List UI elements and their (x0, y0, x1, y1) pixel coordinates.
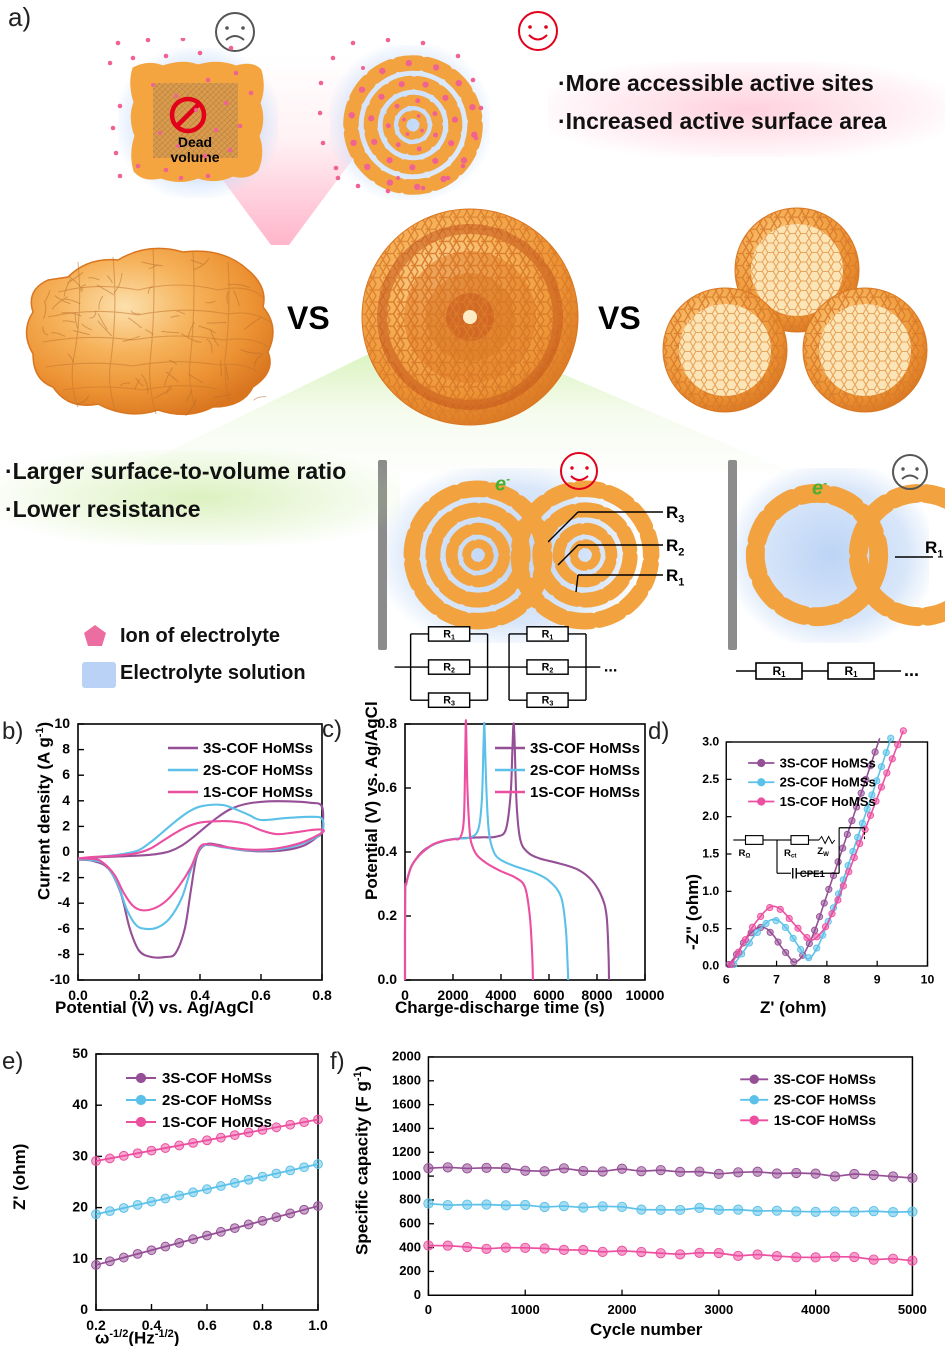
svg-text:400: 400 (399, 1239, 421, 1254)
svg-text:600: 600 (399, 1215, 421, 1230)
svg-text:10: 10 (72, 1250, 88, 1266)
svg-text:0.8: 0.8 (253, 1317, 273, 1333)
svg-text:...: ... (604, 658, 617, 676)
svg-text:1S-COF HoMSs: 1S-COF HoMSs (203, 784, 313, 801)
svg-text:1S-COF HoMSs: 1S-COF HoMSs (780, 794, 876, 809)
svg-text:40: 40 (72, 1096, 88, 1112)
svg-text:0.2: 0.2 (378, 907, 398, 923)
svg-text:0: 0 (62, 843, 70, 859)
svg-text:20: 20 (72, 1199, 88, 1215)
svg-text:2S-COF HoMSs: 2S-COF HoMSs (780, 775, 876, 790)
svg-text:1800: 1800 (392, 1073, 421, 1088)
svg-text:9: 9 (874, 973, 881, 987)
svg-text:10: 10 (921, 973, 935, 987)
svg-text:2: 2 (62, 817, 70, 833)
svg-text:6: 6 (62, 766, 70, 782)
svg-text:0.0: 0.0 (702, 959, 719, 973)
svg-text:30: 30 (72, 1147, 88, 1163)
svg-text:0.0: 0.0 (378, 971, 398, 987)
svg-text:ZW: ZW (817, 846, 829, 858)
svg-text:4000: 4000 (801, 1302, 830, 1317)
svg-text:-6: -6 (58, 920, 71, 936)
svg-text:2000: 2000 (608, 1302, 637, 1317)
svg-text:1.0: 1.0 (702, 884, 719, 898)
svg-text:0.6: 0.6 (251, 987, 271, 1003)
svg-text:2.5: 2.5 (702, 772, 719, 786)
svg-text:CPE1: CPE1 (800, 869, 826, 880)
svg-text:-2: -2 (58, 869, 71, 885)
svg-text:1S-COF HoMSs: 1S-COF HoMSs (774, 1112, 877, 1128)
svg-text:7: 7 (773, 973, 780, 987)
svg-text:2000: 2000 (392, 1049, 421, 1064)
svg-text:2S-COF HoMSs: 2S-COF HoMSs (774, 1091, 877, 1107)
svg-text:3S-COF HoMSs: 3S-COF HoMSs (780, 755, 876, 770)
svg-text:1S-COF HoMSs: 1S-COF HoMSs (530, 784, 640, 801)
svg-text:200: 200 (399, 1263, 421, 1278)
svg-text:1.5: 1.5 (702, 847, 719, 861)
svg-text:0: 0 (80, 1301, 88, 1317)
svg-text:RΩ: RΩ (739, 848, 751, 860)
svg-text:1S-COF HoMSs: 1S-COF HoMSs (162, 1114, 272, 1131)
svg-text:1000: 1000 (511, 1302, 540, 1317)
svg-text:0.6: 0.6 (197, 1317, 217, 1333)
svg-text:10000: 10000 (626, 987, 665, 1003)
svg-text:50: 50 (72, 1048, 88, 1061)
svg-text:4: 4 (62, 792, 70, 808)
svg-text:3.0: 3.0 (702, 735, 719, 749)
svg-text:800: 800 (399, 1192, 421, 1207)
svg-text:...: ... (904, 660, 919, 680)
svg-text:8: 8 (62, 741, 70, 757)
svg-text:1400: 1400 (392, 1120, 421, 1135)
svg-text:8: 8 (823, 973, 830, 987)
svg-text:1600: 1600 (392, 1096, 421, 1111)
svg-text:1.0: 1.0 (308, 1317, 328, 1333)
svg-text:2.0: 2.0 (702, 809, 719, 823)
svg-text:0.5: 0.5 (702, 921, 719, 935)
svg-text:1000: 1000 (392, 1168, 421, 1183)
svg-text:3S-COF HoMSs: 3S-COF HoMSs (774, 1071, 877, 1087)
svg-text:-8: -8 (58, 945, 71, 961)
svg-text:2S-COF HoMSs: 2S-COF HoMSs (203, 762, 313, 779)
svg-text:-10: -10 (50, 971, 70, 987)
svg-text:3S-COF HoMSs: 3S-COF HoMSs (530, 740, 640, 757)
svg-text:2S-COF HoMSs: 2S-COF HoMSs (162, 1092, 272, 1109)
svg-text:0: 0 (414, 1287, 421, 1302)
svg-text:1200: 1200 (392, 1144, 421, 1159)
svg-text:0.8: 0.8 (312, 987, 332, 1003)
svg-text:0: 0 (425, 1302, 432, 1317)
svg-text:-4: -4 (58, 894, 71, 910)
svg-text:5000: 5000 (898, 1302, 927, 1317)
svg-text:3S-COF HoMSs: 3S-COF HoMSs (162, 1070, 272, 1087)
svg-text:3S-COF HoMSs: 3S-COF HoMSs (203, 740, 313, 757)
svg-text:10: 10 (54, 718, 70, 731)
svg-text:6: 6 (723, 973, 730, 987)
svg-text:2S-COF HoMSs: 2S-COF HoMSs (530, 762, 640, 779)
svg-text:Rct: Rct (784, 848, 796, 860)
svg-text:3000: 3000 (704, 1302, 733, 1317)
